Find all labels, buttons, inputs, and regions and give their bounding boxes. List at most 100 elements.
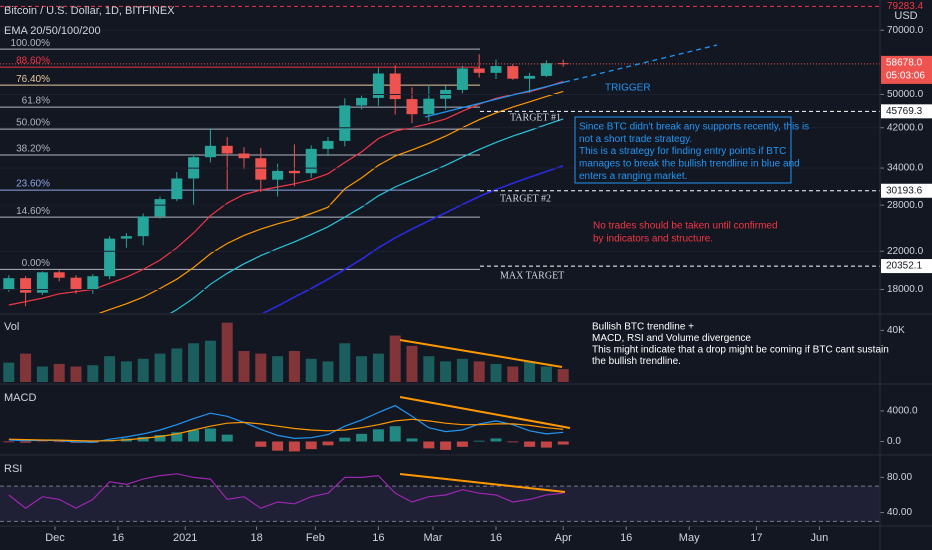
volume-bar — [104, 356, 116, 382]
y-tick-label: 42000.0 — [887, 122, 924, 133]
y-tick-label: 50000.0 — [887, 89, 924, 100]
rsi-divergence-line — [399, 473, 566, 493]
pane — [0, 473, 880, 522]
candle-body — [255, 158, 267, 180]
fib-label: 14.60% — [16, 206, 50, 217]
volume-bar — [356, 356, 368, 382]
candle-body — [423, 98, 435, 115]
fib-label: 100.00% — [11, 38, 51, 49]
volume-bar — [188, 343, 200, 382]
volume-bar — [557, 369, 569, 382]
volume-bar — [339, 343, 351, 382]
price-tag-label: 45769.3 — [886, 106, 923, 117]
macd-histogram — [406, 438, 418, 442]
y-tick-label: 0.0 — [887, 436, 901, 447]
volume-bar — [389, 335, 401, 382]
volume-bar — [372, 353, 384, 382]
candle-body — [389, 73, 401, 100]
candle-body — [272, 170, 284, 180]
volume-bar — [524, 361, 536, 382]
note-line: not a short trade strategy. — [579, 134, 692, 145]
note-line: Bullish BTC trendline + — [592, 322, 694, 333]
note-line: MACD, RSI and Volume divergence — [592, 333, 751, 344]
fib-label: 88.60% — [16, 56, 50, 67]
note-line: This might indicate that a drop might be… — [592, 345, 889, 356]
x-tick-label: 18 — [250, 532, 262, 544]
candle-body — [356, 97, 368, 106]
last-price-tag — [881, 55, 932, 84]
macd-histogram — [339, 437, 351, 442]
trendline-extension — [564, 44, 718, 83]
price-tag-label: 20352.1 — [886, 261, 923, 272]
candle-body — [238, 153, 250, 159]
y-tick-label: 4000.0 — [887, 406, 918, 417]
last-price-label: 58678.0 — [886, 58, 923, 69]
volume-bar — [255, 353, 267, 382]
x-tick-label: Dec — [45, 532, 65, 544]
price-tag — [881, 259, 932, 274]
y-tick-label: 28000.0 — [887, 200, 924, 211]
fib-label: 50.00% — [16, 118, 50, 129]
x-tick-label: 2021 — [173, 532, 197, 544]
note-line: manages to break the bullish trendline i… — [579, 159, 800, 170]
y-tick-label: 18000.0 — [887, 284, 924, 295]
x-tick-label: Feb — [306, 532, 325, 544]
macd-histogram — [255, 441, 267, 447]
volume-bar — [507, 366, 519, 382]
macd-histogram — [524, 441, 536, 447]
price-tag-label: 30193.6 — [886, 185, 923, 196]
macd-histogram — [322, 441, 334, 446]
macd-histogram — [137, 436, 149, 442]
note-line: Since BTC didn't break any supports rece… — [579, 122, 809, 133]
target-label: TARGET #2 — [500, 193, 551, 204]
series-line — [8, 418, 564, 442]
volume-bar — [490, 363, 502, 382]
macd-histogram — [389, 426, 401, 442]
target-label: MAX TARGET — [500, 270, 564, 281]
macd-histogram — [356, 433, 368, 442]
x-tick-label: Mar — [424, 532, 443, 544]
candle-body — [87, 276, 99, 290]
rsi-band — [0, 486, 880, 522]
candle-body — [456, 68, 468, 90]
x-tick-label: 16 — [372, 532, 384, 544]
x-tick-label: May — [679, 532, 700, 544]
x-tick-label: 16 — [112, 532, 124, 544]
macd-histogram — [53, 441, 65, 443]
volume-bar — [137, 358, 149, 382]
volume-bar — [154, 353, 166, 382]
macd-histogram — [3, 441, 15, 443]
macd-histogram — [305, 441, 317, 450]
x-tick-label: 16 — [620, 532, 632, 544]
candle-body — [524, 75, 536, 79]
volume-bar — [305, 358, 317, 382]
candle-body — [171, 178, 183, 200]
price-tag — [881, 183, 932, 198]
volume-bar — [171, 348, 183, 382]
pane — [3, 322, 569, 382]
candle-body — [120, 236, 132, 239]
macd-histogram — [188, 430, 200, 442]
candle-body — [53, 272, 65, 278]
series-line — [8, 80, 564, 306]
candle-body — [372, 73, 384, 98]
volume-bar — [456, 358, 468, 382]
macd-histogram — [20, 441, 32, 443]
price-tag — [881, 104, 932, 119]
volume-bar — [36, 366, 48, 382]
candle-body — [507, 66, 519, 79]
macd-histogram — [473, 440, 485, 442]
pane-title: MACD — [4, 392, 36, 404]
macd-histogram — [456, 441, 468, 447]
volume-bar — [440, 361, 452, 382]
volume-bar — [473, 361, 485, 382]
macd-histogram — [557, 441, 569, 445]
pane — [3, 404, 569, 452]
y-tick-label: 22000.0 — [887, 246, 924, 257]
macd-histogram — [540, 441, 552, 448]
note-line: enters a ranging market. — [579, 171, 687, 182]
candle-body — [221, 145, 233, 154]
macd-histogram — [440, 441, 452, 450]
